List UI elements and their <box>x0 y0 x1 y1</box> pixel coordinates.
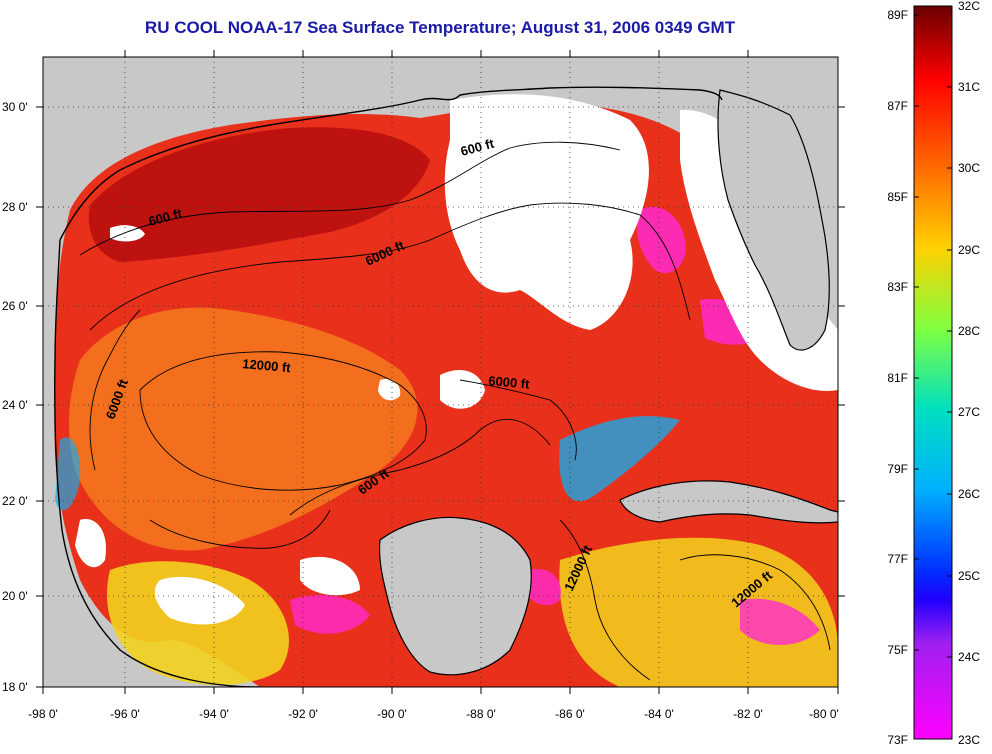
colorbar-c-label: 23C <box>958 733 980 747</box>
colorbar-f-label: 81F <box>887 371 908 385</box>
colorbar-f-label: 73F <box>887 733 908 747</box>
colorbar-c-label: 28C <box>958 324 980 338</box>
lon-label: -92 0' <box>288 707 318 721</box>
colorbar-c-label: 30C <box>958 161 980 175</box>
colorbar: 89F 87F 85F 83F 81F 79F 77F 75F 73F 32C … <box>887 0 980 747</box>
mexico-coastline <box>54 239 261 687</box>
anomaly-patch <box>290 595 370 634</box>
contour-12000ft <box>139 351 427 491</box>
colorbar-c-label: 25C <box>958 569 980 583</box>
contour-label: 6000 ft <box>488 373 531 392</box>
lat-label: 30 0' <box>2 100 28 114</box>
lon-label: -96 0' <box>110 707 140 721</box>
contour-caribbean <box>559 519 651 681</box>
anomaly-patch <box>740 598 820 645</box>
contour-campeche <box>149 509 331 549</box>
yucatan-land <box>378 516 532 676</box>
cloud-cover <box>378 378 401 401</box>
lon-label: -88 0' <box>466 707 496 721</box>
colorbar-f-label: 83F <box>887 280 908 294</box>
contour-600ft-north <box>79 141 621 256</box>
florida-land <box>717 89 830 351</box>
contour-6000ft-east <box>459 379 577 461</box>
cloud-cover <box>444 94 649 330</box>
cloud-cover <box>440 370 485 409</box>
colorbar-f-label: 87F <box>887 99 908 113</box>
cloud-cover <box>300 556 360 596</box>
lon-label: -84 0' <box>644 707 674 721</box>
lat-label: 22 0' <box>2 494 28 508</box>
colorbar-c-label: 24C <box>958 650 980 664</box>
cold-streak <box>55 437 81 511</box>
lat-label: 24 0' <box>2 398 28 412</box>
lon-label: -80 0' <box>809 707 839 721</box>
colorbar-gradient <box>913 5 953 740</box>
hot-water-region <box>88 127 430 262</box>
gridlines <box>43 57 838 687</box>
bathymetry-contours <box>79 141 831 681</box>
cold-streak <box>559 416 680 502</box>
lat-label: 18 0' <box>2 680 28 694</box>
lat-label: 20 0' <box>2 589 28 603</box>
cloud-cover <box>75 519 106 568</box>
cloud-cover <box>110 225 145 242</box>
contour-6000ft-west <box>89 309 141 471</box>
lat-label: 28 0' <box>2 200 28 214</box>
contour-label: 12000 ft <box>242 356 292 375</box>
colorbar-f-label: 77F <box>887 552 908 566</box>
map-frame <box>42 56 839 688</box>
colorbar-ticks <box>914 5 952 658</box>
lon-label: -82 0' <box>733 707 763 721</box>
colorbar-c-label: 32C <box>958 0 980 13</box>
colorbar-f-label: 85F <box>887 190 908 204</box>
lat-label: 26 0' <box>2 299 28 313</box>
colorbar-c-label: 31C <box>958 80 980 94</box>
us-coastline <box>59 86 723 241</box>
colorbar-c-label: 29C <box>958 243 980 257</box>
colorbar-c-label: 26C <box>958 487 980 501</box>
lon-label: -98 0' <box>28 707 58 721</box>
frame-ticks <box>36 50 845 694</box>
colorbar-f-label: 89F <box>887 8 908 22</box>
cuba-land <box>619 480 838 524</box>
colorbar-f-label: 75F <box>887 643 908 657</box>
cloud-cover <box>154 576 245 625</box>
lon-label: -86 0' <box>555 707 585 721</box>
lon-label: -90 0' <box>377 707 407 721</box>
contour-600ft-south <box>289 418 551 516</box>
colorbar-f-label: 79F <box>887 462 908 476</box>
cool-caribbean-region <box>559 537 838 687</box>
contour-caribbean-12000 <box>679 554 831 651</box>
lon-label: -94 0' <box>199 707 229 721</box>
contour-6000ft <box>89 202 691 331</box>
map-title: RU COOL NOAA-17 Sea Surface Temperature;… <box>144 18 736 37</box>
colorbar-c-label: 27C <box>958 405 980 419</box>
warm-mid-region <box>68 307 418 551</box>
